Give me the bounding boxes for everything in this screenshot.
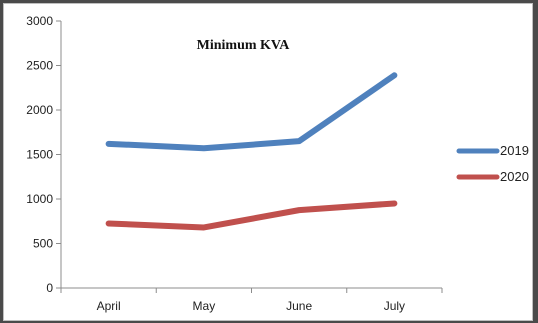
x-tick-label: May [193, 299, 216, 313]
y-tick-label: 2500 [26, 59, 53, 73]
series-lines [105, 72, 398, 231]
legend-label-2020: 2020 [500, 169, 529, 184]
y-tick-label: 0 [46, 281, 53, 295]
y-tick-label: 3000 [26, 14, 53, 28]
chart-title: Minimum KVA [197, 38, 291, 53]
x-tick-label: April [97, 299, 121, 313]
chart-frame: Minimum KVA 0 500 1000 1500 2000 2500 3000 Apri… [3, 3, 533, 321]
y-tick-label: 500 [33, 237, 53, 251]
line-chart: Minimum KVA 0 500 1000 1500 2000 2500 3000 Apri… [26, 14, 529, 313]
legend: 2019 2020 [456, 143, 529, 184]
y-tick-label: 1000 [26, 192, 53, 206]
series-line-2020 [105, 200, 398, 231]
axes: 0 500 1000 1500 2000 2500 3000 April May June July [26, 14, 443, 313]
y-tick-label: 1500 [26, 148, 53, 162]
y-tick-label: 2000 [26, 103, 53, 117]
series-line-2019 [105, 72, 398, 152]
x-tick-label: July [384, 299, 405, 313]
legend-label-2019: 2019 [500, 143, 529, 158]
x-tick-label: June [286, 299, 312, 313]
